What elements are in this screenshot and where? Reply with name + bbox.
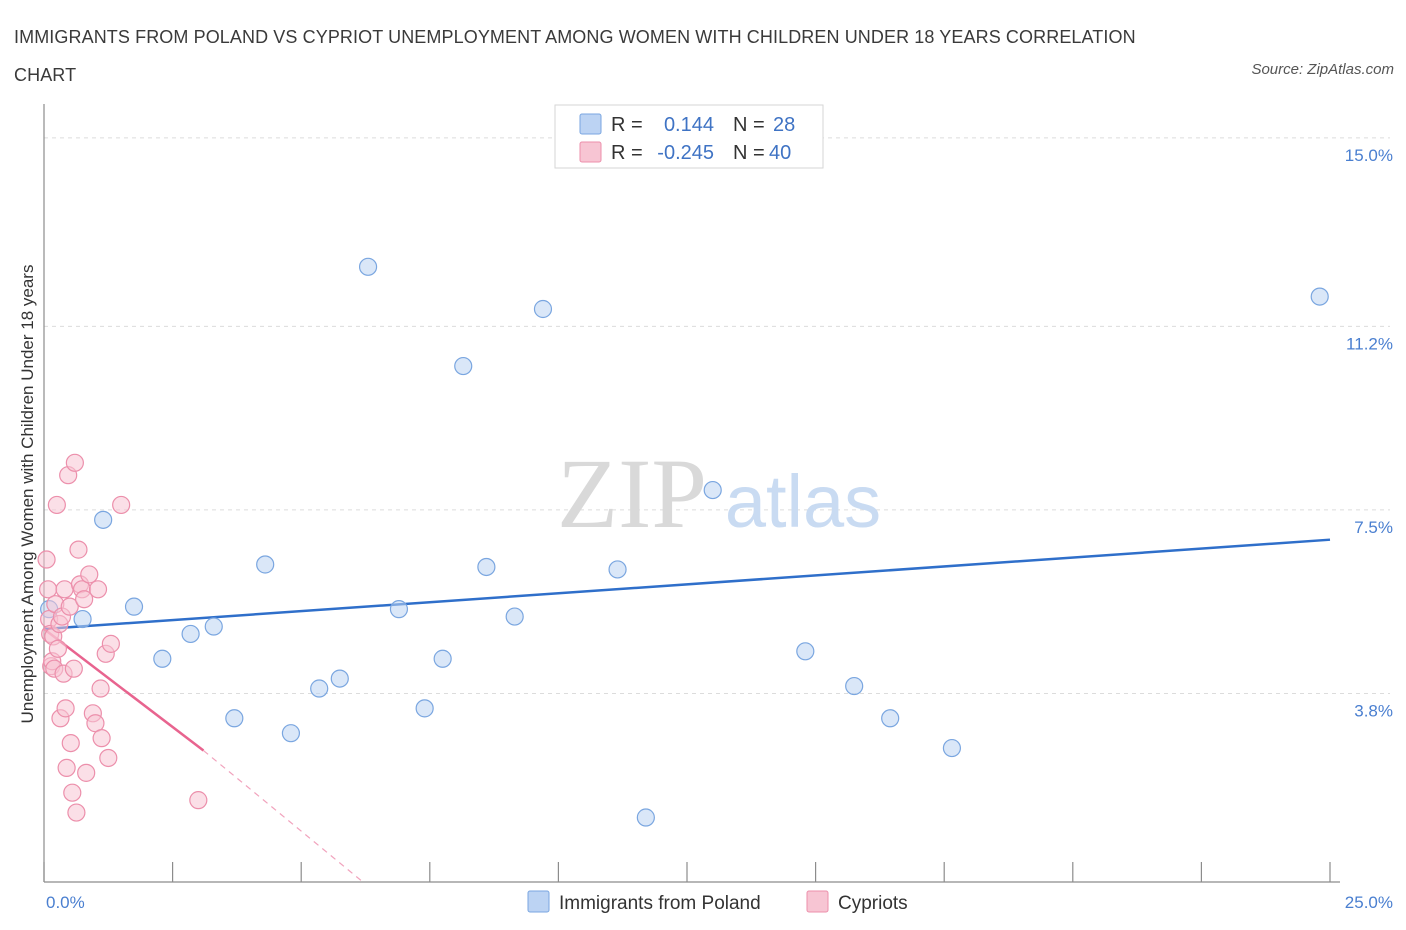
point-cypriots-21 [63, 783, 82, 802]
legend-n-value-poland: 28 [773, 114, 795, 136]
point-cypriots-20 [61, 733, 80, 753]
x-tick-labels: 0.0% 25.0% [46, 893, 1393, 912]
y-tick-label-1: 7.5% [1354, 518, 1393, 537]
point-poland-20 [608, 560, 627, 579]
point-poland-26 [942, 738, 962, 758]
point-cypriots-24 [67, 803, 86, 822]
point-cypriots-34 [91, 679, 110, 698]
point-cypriots-15 [55, 580, 74, 599]
point-cypriots-30 [80, 565, 99, 584]
point-poland-1 [73, 609, 92, 629]
point-cypriots-23 [65, 453, 84, 472]
point-cypriots-16 [56, 699, 75, 718]
series-label-poland: Immigrants from Poland [559, 893, 761, 914]
point-cypriots-37 [99, 748, 118, 768]
series-swatch-poland [527, 890, 550, 913]
point-poland-24 [845, 676, 864, 696]
data-points [37, 257, 1329, 827]
point-poland-12 [358, 257, 378, 276]
y-axis-label: Unemployment Among Women with Children U… [18, 265, 37, 724]
trend-line-poland [43, 538, 1331, 631]
legend-swatch-poland [579, 113, 602, 135]
trend-lines [43, 538, 1331, 883]
point-poland-3 [124, 597, 144, 616]
point-poland-9 [281, 724, 301, 743]
point-poland-15 [433, 649, 452, 668]
axes [43, 104, 1340, 883]
point-cypriots-28 [75, 590, 94, 609]
trend-line-cypriots [43, 627, 205, 752]
series-legend: Immigrants from Poland Cypriots [527, 890, 908, 914]
y-tick-label-0: 3.8% [1354, 701, 1393, 720]
watermark: ZIP atlas [557, 438, 881, 549]
y-tick-label-2: 11.2% [1346, 334, 1393, 353]
point-poland-4 [153, 649, 172, 668]
legend-n-label-1: N = [733, 114, 765, 136]
point-poland-23 [796, 642, 815, 661]
point-poland-18 [505, 607, 524, 626]
point-poland-11 [330, 669, 349, 688]
point-poland-21 [636, 808, 655, 827]
point-cypriots-33 [88, 580, 108, 599]
point-cypriots-25 [69, 540, 88, 559]
point-cypriots-40 [189, 791, 208, 810]
watermark-atlas: atlas [725, 460, 881, 543]
point-poland-22 [703, 480, 722, 500]
point-cypriots-10 [48, 639, 67, 658]
point-poland-5 [181, 624, 200, 644]
y-tick-label-3: 15.0% [1345, 146, 1393, 165]
point-poland-2 [94, 510, 113, 529]
point-poland-19 [533, 299, 553, 319]
point-poland-7 [225, 709, 244, 728]
point-poland-8 [256, 555, 275, 574]
point-cypriots-19 [60, 597, 79, 616]
point-cypriots-29 [77, 763, 96, 782]
x-tick-label-min: 0.0% [46, 893, 85, 912]
x-tick-label-max: 25.0% [1345, 893, 1393, 912]
chart-title: IMMIGRANTS FROM POLAND VS CYPRIOT UNEMPL… [14, 27, 1136, 85]
point-poland-14 [415, 699, 434, 718]
point-poland-6 [204, 617, 223, 636]
point-poland-10 [310, 679, 329, 698]
legend-n-value-cypriots: 40 [769, 142, 791, 164]
legend-r-value-poland: 0.144 [664, 114, 714, 136]
point-poland-17 [477, 557, 496, 577]
trend-extension-cypriots [203, 750, 364, 883]
point-poland-13 [389, 600, 409, 619]
source-credit: Source: ZipAtlas.com [1251, 61, 1394, 78]
point-cypriots-9 [47, 495, 66, 515]
point-cypriots-17 [57, 758, 76, 777]
point-poland-27 [1310, 287, 1329, 306]
gridlines [44, 137, 1390, 694]
point-poland-25 [881, 709, 900, 728]
correlation-legend: R = 0.144 N = 28 R = -0.245 N = 40 [554, 104, 824, 169]
point-poland-16 [454, 356, 473, 376]
legend-n-label-2: N = [733, 142, 765, 164]
legend-r-value-cypriots: -0.245 [657, 142, 714, 164]
point-cypriots-0 [37, 550, 56, 569]
legend-r-label-2: R = [611, 142, 643, 164]
series-swatch-cypriots [806, 890, 829, 913]
point-cypriots-39 [112, 495, 131, 515]
point-cypriots-38 [101, 634, 120, 653]
point-cypriots-35 [92, 729, 111, 748]
series-label-cypriots: Cypriots [838, 893, 908, 914]
point-cypriots-22 [64, 659, 83, 678]
legend-swatch-cypriots [579, 141, 602, 163]
watermark-zip: ZIP [557, 438, 707, 549]
y-tick-labels: 3.8% 7.5% 11.2% 15.0% [1345, 146, 1393, 721]
legend-r-label-1: R = [611, 114, 643, 136]
